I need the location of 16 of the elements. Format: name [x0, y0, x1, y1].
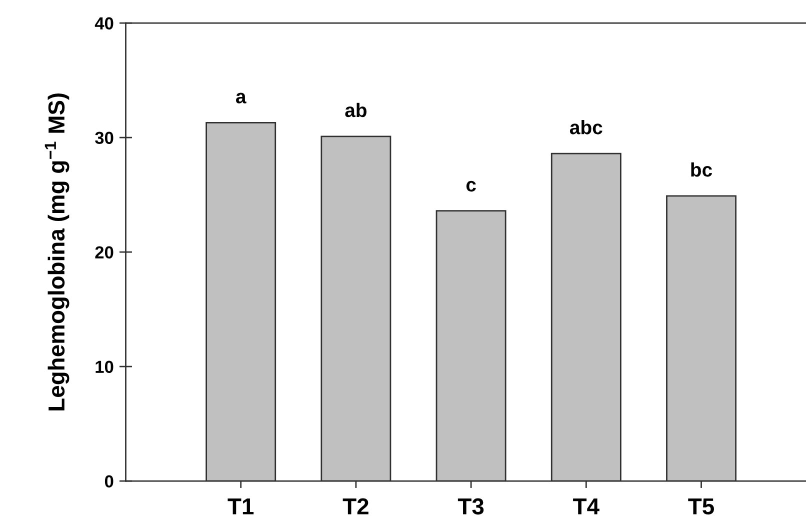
x-tick-label: T3 — [458, 498, 484, 515]
x-tick-label: T1 — [228, 498, 254, 514]
x-tick-label: T2 — [342, 498, 368, 514]
y-tick-label: 0 — [104, 475, 114, 488]
annotation: ab — [345, 102, 366, 118]
annotation: c — [466, 180, 476, 192]
annotation: bc — [691, 162, 712, 177]
x-tick-label: T4 — [573, 498, 600, 514]
y-tick-label: 40 — [94, 17, 114, 30]
y-axis-title: Leghemoglobina (mg g$^{−1}$ MS) — [44, 93, 70, 410]
y-tick-label: 10 — [96, 360, 114, 373]
annotation: a — [236, 92, 246, 104]
y-tick-label: 20 — [95, 246, 114, 259]
x-tick-label: T5 — [688, 498, 714, 515]
y-tick-label: 30 — [95, 132, 114, 144]
annotation: abc — [570, 120, 602, 134]
